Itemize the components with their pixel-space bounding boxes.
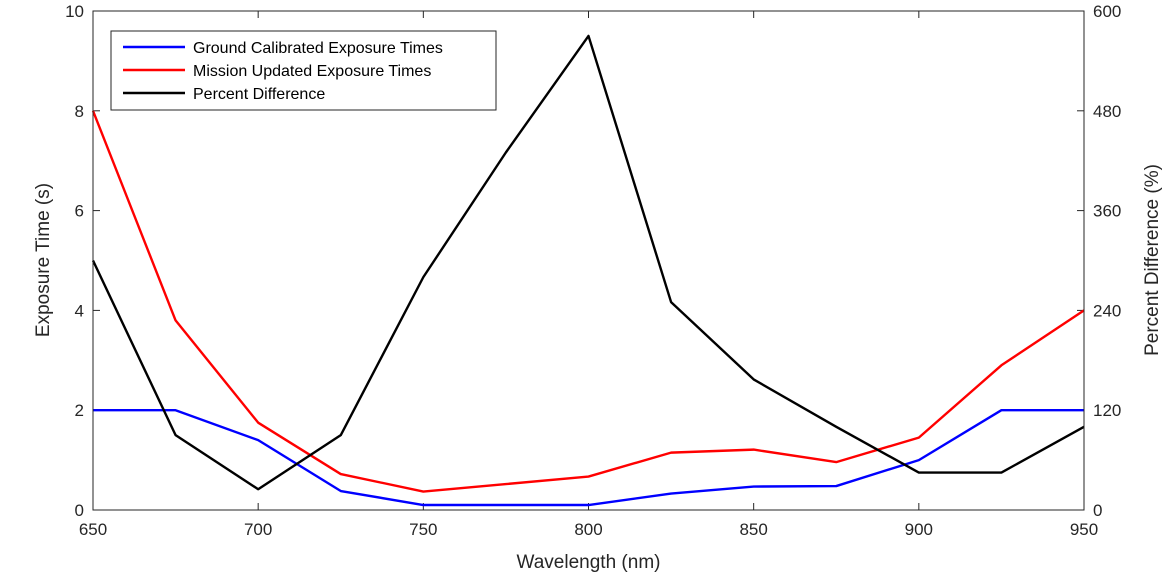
y-tick-label: 10 <box>65 2 84 21</box>
series-layer <box>91 34 1085 507</box>
tick-labels: 650 700 750 800 850 900 9500246810012024036048… <box>65 2 1121 539</box>
legend: Ground Calibrated Exposure Times Mission … <box>110 30 497 111</box>
y-tick-label: 8 <box>75 102 84 121</box>
legend-label: Mission Updated Exposure Times <box>193 63 431 80</box>
y2-tick-label: 120 <box>1093 401 1121 420</box>
x-tick-label: 850 <box>739 520 767 539</box>
legend-label: Ground Calibrated Exposure Times <box>193 40 443 57</box>
legend-label: Percent Difference <box>193 86 325 103</box>
plot-frame <box>92 10 1085 511</box>
y2-tick-label: 0 <box>1093 501 1102 520</box>
series-line-ground-calibrated-exposure-times <box>93 409 1084 507</box>
series-line-mission-updated-exposure-times <box>91 110 1085 493</box>
y2-tick-label: 240 <box>1093 301 1121 320</box>
x-tick-label: 900 <box>905 520 933 539</box>
series-line-percent-difference <box>91 34 1085 491</box>
x-tick-label: 950 <box>1070 520 1098 539</box>
y-tick-label: 4 <box>75 301 84 320</box>
y2-tick-label: 360 <box>1093 202 1121 221</box>
y-tick-label: 0 <box>75 501 84 520</box>
x-tick-label: 800 <box>574 520 602 539</box>
y-tick-label: 2 <box>75 401 84 420</box>
x-tick-label: 700 <box>244 520 272 539</box>
y-axis-title: Exposure Time (s) <box>33 183 54 337</box>
legend-entries: Ground Calibrated Exposure Times Mission … <box>123 40 443 103</box>
y-tick-label: 6 <box>75 202 84 221</box>
y2-axis-title: Percent Difference (%) <box>1142 164 1163 356</box>
x-axis-title: Wavelength (nm) <box>517 552 661 573</box>
y2-tick-label: 600 <box>1093 2 1121 21</box>
x-tick-label: 750 <box>409 520 437 539</box>
y2-tick-label: 480 <box>1093 102 1121 121</box>
x-tick-label: 650 <box>79 520 107 539</box>
